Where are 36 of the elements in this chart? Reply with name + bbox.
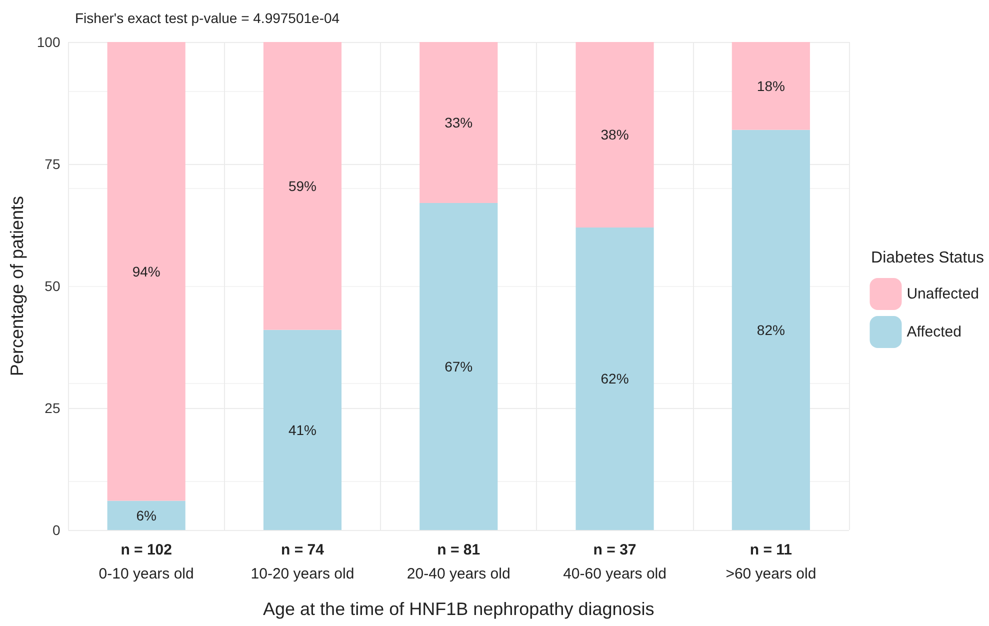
- y-tick-label: 50: [44, 278, 60, 294]
- data-label: 33%: [444, 114, 473, 131]
- bar: [732, 130, 810, 530]
- y-tick-label: 25: [44, 400, 60, 416]
- data-label: 59%: [288, 178, 316, 194]
- bar: [107, 42, 186, 501]
- legend-label: Affected: [906, 324, 962, 340]
- y-axis-title: Percentage of patients: [7, 196, 27, 376]
- data-label: 18%: [756, 78, 785, 94]
- bar: [263, 42, 342, 330]
- data-label: 41%: [288, 422, 316, 438]
- legend-title: Diabetes Status: [871, 250, 984, 266]
- data-label: 67%: [444, 358, 473, 375]
- bar: [420, 42, 498, 204]
- x-tick-label: n = 11 >60 years old: [726, 542, 816, 582]
- y-tick-label: 0: [52, 522, 60, 538]
- x-tick-label: n = 102 0-10 years old: [98, 542, 194, 582]
- bar: [107, 500, 186, 530]
- data-label: 62%: [600, 370, 629, 387]
- data-label: 82%: [756, 322, 785, 338]
- x-axis-title: Age at the time of HNF1B nephropathy diagnosis: [263, 599, 654, 619]
- bar: [732, 42, 810, 130]
- x-tick-label: n = 37 40-60 years old: [563, 542, 666, 582]
- y-tick-label: 100: [36, 34, 60, 50]
- y-tick-label: 75: [44, 156, 60, 172]
- data-label: 94%: [132, 263, 160, 280]
- data-label: 6%: [136, 507, 156, 524]
- bar: [576, 227, 654, 530]
- bar: [576, 42, 654, 228]
- x-tick-label: n = 74 10-20 years old: [250, 542, 354, 582]
- data-label: 38%: [600, 126, 629, 143]
- chart-title: Fisher's exact test p-value = 4.997501e-04: [75, 10, 340, 26]
- legend-label: Unaffected: [906, 286, 980, 302]
- x-tick-label: n = 81 20-40 years old: [406, 542, 510, 582]
- bar: [420, 203, 498, 530]
- bar: [263, 330, 342, 530]
